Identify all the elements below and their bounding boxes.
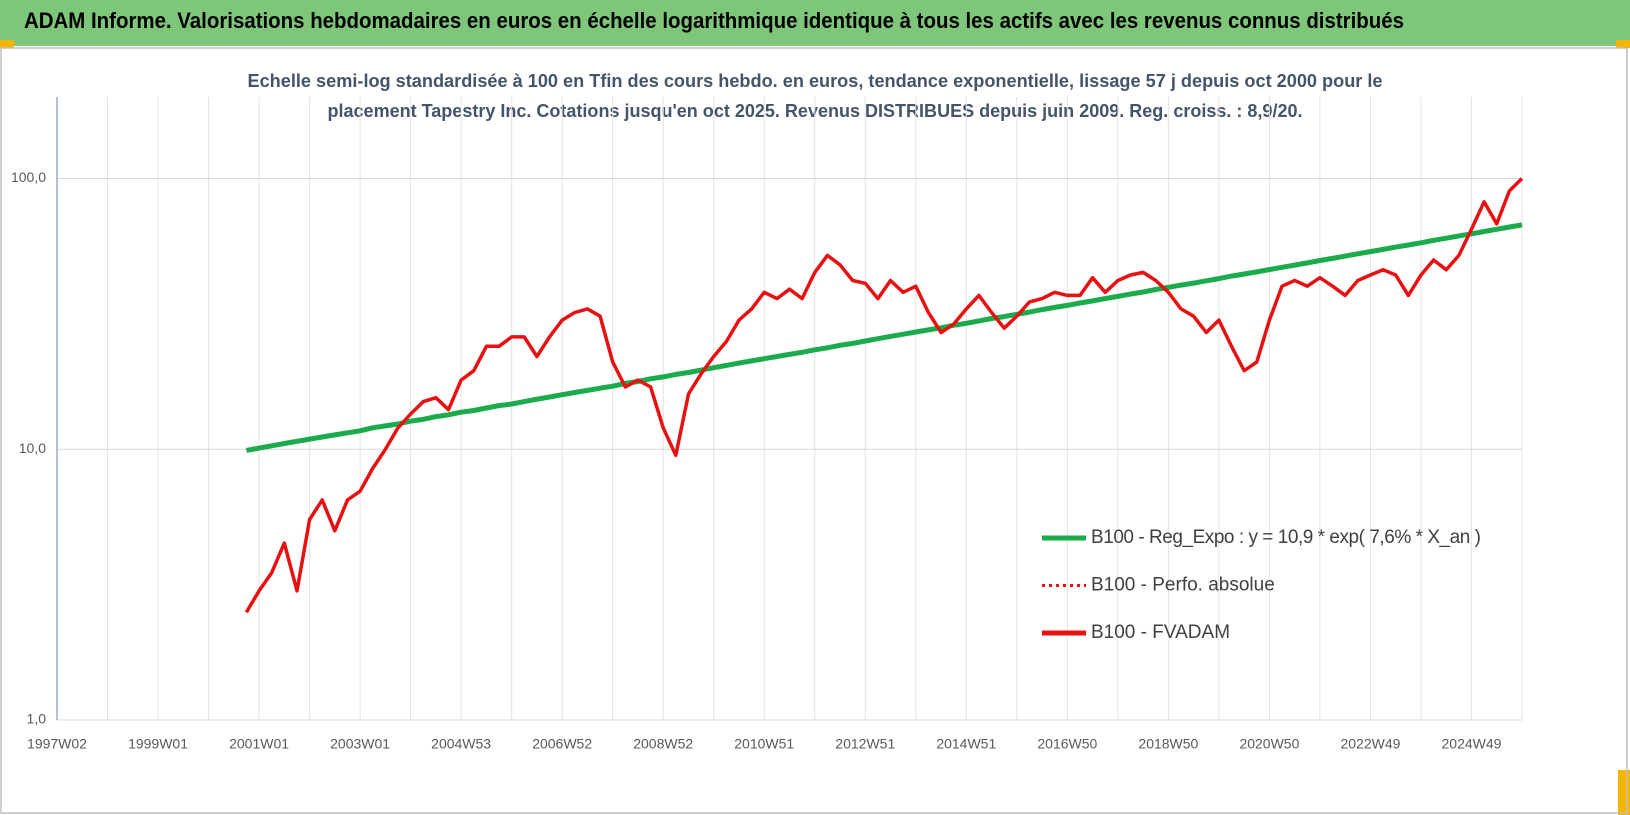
- x-tick-label: 2008W52: [633, 736, 693, 752]
- series-line: [245, 222, 1523, 453]
- chart-title: ADAM Informe. Valorisations hebdomadaire…: [24, 8, 1404, 33]
- legend-label: B100 - Perfo. absolue: [1091, 575, 1275, 596]
- legend-label: B100 - FVADAM: [1091, 622, 1230, 643]
- y-tick-label: 1,0: [27, 711, 47, 727]
- x-tick-label: 2016W50: [1037, 736, 1097, 752]
- x-tick-label: 1999W01: [128, 736, 188, 752]
- x-tick-label: 2022W49: [1340, 736, 1400, 752]
- x-tick-label: 2010W51: [734, 736, 794, 752]
- frame: [0, 47, 1628, 814]
- y-tick-label: 10,0: [19, 440, 46, 456]
- x-tick-label: 2020W50: [1239, 736, 1299, 752]
- x-tick-label: 2004W53: [431, 736, 491, 752]
- x-tick-label: 2018W50: [1138, 736, 1198, 752]
- x-tick-label: 2014W51: [936, 736, 996, 752]
- corner: [1616, 40, 1630, 48]
- title-banner: [0, 0, 1630, 46]
- legend-label: B100 - Reg_Expo : y = 10,9 * exp( 7,6% *…: [1091, 527, 1481, 548]
- x-tick-label: 2012W51: [835, 736, 895, 752]
- corner: [0, 40, 14, 48]
- x-tick-label: 2003W01: [330, 736, 390, 752]
- subtitle: Echelle semi-log standardisée à 100 en T…: [248, 71, 1383, 91]
- x-tick-label: 2006W52: [532, 736, 592, 752]
- x-tick-label: 2001W01: [229, 736, 289, 752]
- corner: [1618, 770, 1630, 815]
- x-tick-label: 2024W49: [1442, 736, 1502, 752]
- y-tick-label: 100,0: [11, 169, 46, 185]
- x-tick-label: 1997W02: [27, 736, 87, 752]
- series-line: [244, 177, 1524, 614]
